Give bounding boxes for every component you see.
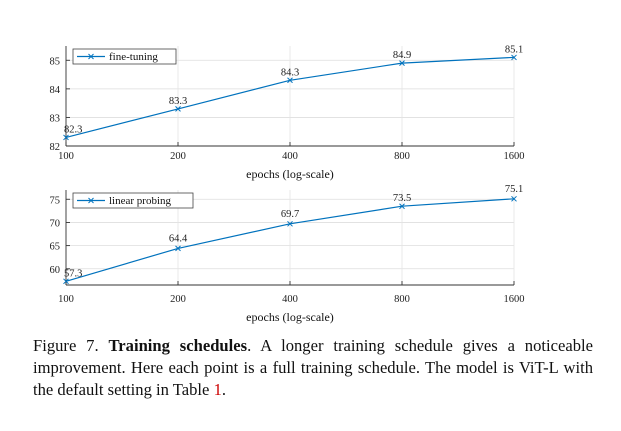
y-tick-label: 60 — [50, 265, 61, 276]
data-point-marker — [399, 203, 405, 210]
data-point-marker — [399, 60, 405, 66]
legend-marker — [88, 53, 94, 60]
figure-caption: Figure 7. Training schedules. A longer t… — [33, 335, 593, 401]
x-tick-label: 1600 — [504, 151, 525, 162]
legend-box — [72, 192, 194, 209]
marker-stroke — [399, 60, 405, 66]
marker-stroke — [63, 278, 69, 285]
data-point-marker — [63, 278, 69, 285]
marker-stroke — [287, 77, 293, 84]
x-tick-label: 200 — [170, 294, 186, 305]
y-tick-label: 84 — [50, 85, 61, 96]
data-label: 84.9 — [393, 50, 411, 61]
data-label: 69.7 — [281, 209, 299, 220]
x-tick-label: 100 — [58, 151, 74, 162]
data-point-marker — [175, 245, 181, 252]
data-point-marker — [511, 195, 517, 202]
x-axis-title: epochs (log-scale) — [246, 310, 334, 324]
x-tick-label: 200 — [170, 151, 186, 162]
x-axis-title: epochs (log-scale) — [246, 167, 334, 181]
x-tick-label: 400 — [282, 294, 298, 305]
marker-stroke — [399, 203, 405, 210]
y-tick-label: 75 — [50, 195, 61, 206]
data-point-marker — [175, 106, 181, 112]
table-reference-link[interactable]: 1 — [213, 380, 222, 399]
marker-stroke — [63, 134, 69, 141]
marker-stroke — [511, 195, 517, 202]
marker-stroke — [175, 106, 181, 112]
marker-stroke — [88, 197, 94, 204]
data-label: 82.3 — [64, 124, 82, 135]
marker-stroke — [175, 245, 181, 252]
data-point-marker — [287, 77, 293, 84]
marker-stroke — [88, 53, 94, 60]
data-point-marker — [287, 220, 293, 227]
data-label: 75.1 — [505, 184, 523, 195]
marker-stroke — [287, 220, 293, 227]
caption-body: . A longer training schedule gives a not… — [33, 336, 593, 399]
data-label: 57.3 — [64, 268, 82, 279]
x-tick-label: 1600 — [504, 294, 525, 305]
legend-marker — [88, 197, 94, 204]
fine-tuning-chart: 82 83 84 85 100 200 400 800 1600 epochs (log-scal… — [50, 44, 525, 181]
caption-bold-title: Training schedules — [108, 336, 248, 355]
x-tick-label: 100 — [58, 294, 74, 305]
data-label: 64.4 — [169, 233, 188, 244]
x-tick-label: 400 — [282, 151, 298, 162]
marker-stroke — [511, 54, 517, 61]
y-tick-label: 83 — [50, 113, 61, 124]
data-point-marker — [63, 134, 69, 141]
data-label: 85.1 — [505, 44, 523, 55]
y-tick-label: 85 — [50, 56, 61, 67]
y-tick-label: 82 — [50, 142, 61, 153]
x-tick-label: 800 — [394, 151, 410, 162]
y-tick-label: 70 — [50, 218, 61, 229]
caption-prefix: Figure 7. — [33, 336, 109, 355]
data-label: 83.3 — [169, 96, 187, 107]
data-label: 73.5 — [393, 193, 411, 204]
training-schedule-figure: 82 83 84 85 100 200 400 800 1600 epochs (log-scal… — [50, 44, 525, 324]
legend-box — [72, 48, 177, 65]
legend-entry: fine-tuning — [109, 51, 158, 63]
x-tick-label: 800 — [394, 294, 410, 305]
data-point-marker — [511, 54, 517, 61]
y-tick-label: 65 — [50, 242, 61, 253]
legend-entry: linear probing — [109, 195, 172, 207]
data-label: 84.3 — [281, 67, 299, 78]
caption-suffix: . — [221, 380, 227, 399]
linear-probing-chart: 60 65 70 75 100 200 400 800 1600 epochs (log-scal… — [50, 184, 525, 324]
